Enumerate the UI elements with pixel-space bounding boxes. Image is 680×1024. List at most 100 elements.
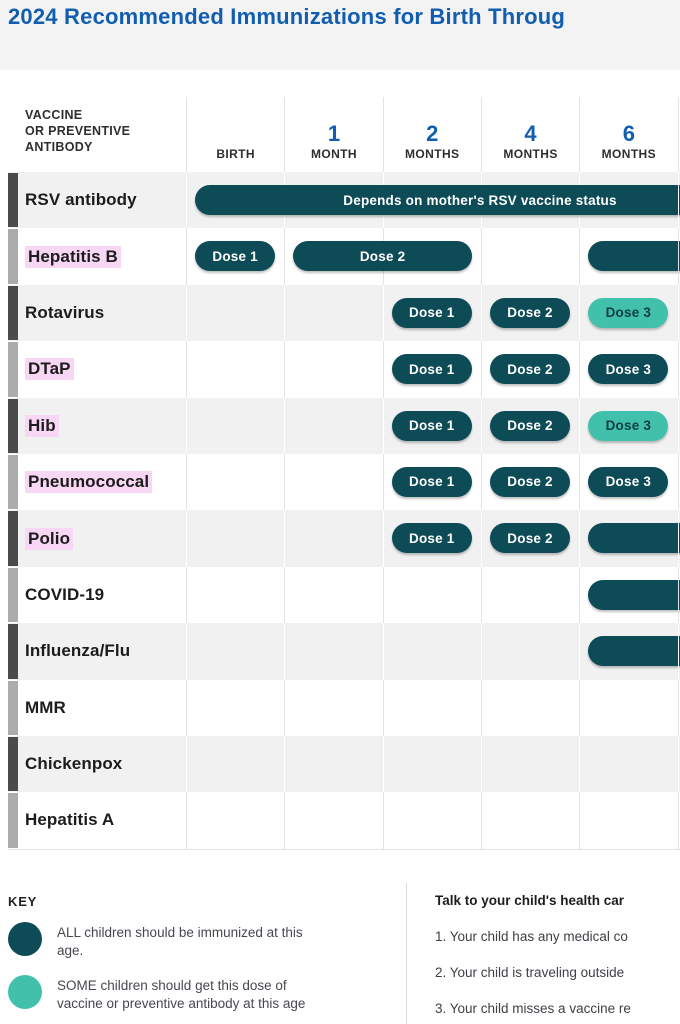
dose-pill: Dose 1: [391, 354, 472, 385]
schedule-cell: [284, 510, 382, 567]
vaccine-label-text: Hepatitis B: [25, 245, 121, 268]
vaccine-label: RSV antibody: [18, 172, 186, 228]
row-accent-bar: [8, 285, 18, 341]
schedule-cell: [186, 341, 284, 398]
schedule-cell: [480, 735, 579, 793]
dose-pill: Dose 1: [391, 523, 472, 554]
legend-text: ALL children should be immunized at this…: [57, 925, 303, 958]
row-cells: [186, 735, 680, 793]
key-heading: KEY: [8, 894, 38, 909]
vaccine-column-header: VACCINE OR PREVENTIVE ANTIBODY: [25, 108, 131, 154]
schedule-cell: [480, 284, 579, 342]
schedule-cell: [480, 623, 579, 680]
vaccine-label-text: Pneumococcal: [25, 471, 153, 494]
table-header-row: VACCINE OR PREVENTIVE ANTIBODY BIRTH 1 MON…: [8, 97, 680, 172]
dose-pill: Dose 2: [489, 523, 571, 554]
schedule-cell: [382, 510, 481, 567]
dose-pill: Dose 1: [391, 466, 472, 497]
vaccine-label-text: Influenza/Flu: [25, 641, 131, 661]
vaccine-label-text: MMR: [25, 697, 66, 717]
schedule-cell: [284, 566, 382, 624]
schedule-cell: [186, 284, 284, 342]
dose-pill: Dose 1: [391, 297, 472, 328]
schedule-cell: [284, 792, 382, 849]
schedule-cell: [579, 341, 677, 398]
vaccine-label: Chickenpox: [18, 736, 186, 792]
row-accent-bar: [8, 398, 18, 453]
vaccine-label: COVID-19: [18, 567, 186, 623]
schedule-cell: [186, 453, 284, 511]
schedule-cell: [382, 453, 481, 511]
schedule-cell: [382, 566, 481, 624]
legend-text: SOME children should get this dose of va…: [57, 978, 306, 1011]
row-accent-bar: [8, 624, 18, 679]
schedule-cell: [284, 679, 382, 736]
dose-pill: [588, 523, 680, 554]
table-row: Chickenpox: [8, 735, 680, 793]
schedule-cell: [579, 284, 677, 342]
vaccine-label: Hepatitis B: [18, 228, 186, 284]
schedule-cell: [579, 566, 677, 624]
schedule-cell: [186, 792, 284, 849]
schedule-cell: [579, 735, 677, 793]
dose-pill: Dose 2: [293, 241, 472, 272]
table-row: Hib Dose 1 Dose 2 Dose 3: [8, 397, 680, 455]
schedule-cell: [579, 453, 677, 511]
schedule-cell: [284, 453, 382, 511]
column-header-unit: MONTHS: [601, 147, 657, 161]
table-row: Polio Dose 1 Dose 2: [8, 510, 680, 568]
advice-item: 2. Your child is traveling outside: [435, 965, 625, 980]
vaccine-label-text: Chickenpox: [25, 754, 123, 774]
column-header-4: 4 MONTHS: [480, 97, 579, 172]
table-row: Pneumococcal Dose 1 Dose 2 Dose 3: [8, 453, 680, 511]
vaccine-label: Hepatitis A: [18, 792, 186, 848]
table-row: MMR: [8, 679, 680, 737]
schedule-cell: [284, 397, 382, 454]
schedule-cell: [186, 397, 284, 454]
schedule-cell: [284, 284, 382, 342]
schedule-cell: [186, 679, 284, 736]
dose-pill: Dose 1: [195, 241, 276, 272]
table-row: COVID-19: [8, 566, 680, 624]
dose-pill: Dose 3: [588, 410, 669, 441]
schedule-cell: [186, 735, 284, 793]
schedule-cell: [284, 623, 382, 680]
dose-pill: [588, 636, 680, 667]
vaccine-label-text: COVID-19: [25, 584, 105, 604]
dose-pill: Dose 2: [489, 297, 571, 328]
column-header-number: 2: [426, 121, 439, 146]
row-cells: [186, 679, 680, 737]
schedule-cell: [579, 510, 677, 567]
some-children-dot-icon: [8, 975, 42, 1009]
row-accent-bar: [8, 229, 18, 284]
schedule-cell: [382, 792, 481, 849]
title-band: 2024 Recommended Immunizations for Birth…: [0, 0, 680, 70]
row-cells: [186, 566, 680, 624]
vaccine-label: MMR: [18, 680, 186, 736]
schedule-cell: [186, 566, 284, 624]
vaccine-label: Polio: [18, 510, 186, 566]
schedule-cell: [382, 735, 481, 793]
vaccine-label-text: Rotavirus: [25, 302, 105, 322]
row-accent-bar: [8, 173, 18, 228]
schedule-cell: [579, 679, 677, 736]
table-row: Rotavirus Dose 1 Dose 2 Dose 3: [8, 284, 680, 342]
schedule-cell: [579, 792, 677, 849]
row-cells: Dose 1 Dose 2 Dose 3: [186, 284, 680, 342]
schedule-cell: [186, 623, 284, 680]
vaccine-label: Influenza/Flu: [18, 623, 186, 679]
legend-key: KEY ALL children should be immunized at …: [8, 894, 393, 1013]
dose-pill: Dose 2: [489, 354, 571, 385]
advice-item: 1. Your child has any medical co: [435, 929, 628, 944]
row-accent-bar: [8, 680, 18, 735]
schedule-cell: [186, 172, 284, 229]
row-cells: Dose 1 Dose 2: [186, 510, 680, 568]
dose-pill: Dose 2: [489, 466, 571, 497]
legend-item-all: ALL children should be immunized at this…: [8, 922, 393, 960]
vertical-divider: [406, 883, 407, 1024]
dose-pill: Dose 1: [391, 410, 472, 441]
schedule-cell: [480, 341, 579, 398]
row-cells: Depends on mother's RSV vaccine status: [186, 172, 680, 229]
schedule-cell: [284, 228, 382, 285]
